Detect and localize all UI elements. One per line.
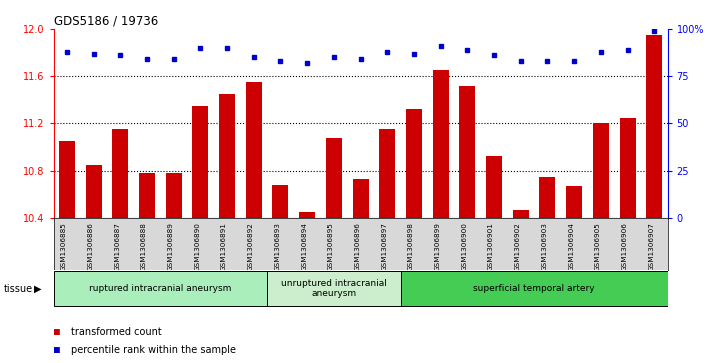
Bar xyxy=(513,209,529,218)
Bar xyxy=(379,129,396,218)
Text: GSM1306893: GSM1306893 xyxy=(274,222,281,271)
Text: superficial temporal artery: superficial temporal artery xyxy=(473,284,595,293)
Text: ruptured intracranial aneurysm: ruptured intracranial aneurysm xyxy=(89,284,231,293)
Bar xyxy=(459,86,476,218)
Bar xyxy=(112,129,129,218)
Text: GSM1306900: GSM1306900 xyxy=(461,222,468,271)
Bar xyxy=(59,141,75,218)
Bar xyxy=(406,109,422,218)
Text: GSM1306889: GSM1306889 xyxy=(168,222,174,271)
Text: GSM1306905: GSM1306905 xyxy=(595,222,601,271)
Bar xyxy=(540,176,555,218)
Bar xyxy=(299,212,315,218)
Bar xyxy=(246,82,262,218)
Bar xyxy=(166,173,181,218)
Text: GSM1306888: GSM1306888 xyxy=(141,222,147,271)
Text: tissue: tissue xyxy=(4,284,33,294)
Text: GSM1306907: GSM1306907 xyxy=(648,222,654,271)
Text: ■: ■ xyxy=(54,327,59,337)
Text: GSM1306906: GSM1306906 xyxy=(622,222,628,271)
Text: ▶: ▶ xyxy=(34,284,42,294)
Text: unruptured intracranial
aneurysm: unruptured intracranial aneurysm xyxy=(281,279,387,298)
Bar xyxy=(646,35,663,218)
Text: GSM1306886: GSM1306886 xyxy=(88,222,94,271)
Bar xyxy=(326,138,342,218)
Bar xyxy=(401,271,668,306)
Text: GSM1306898: GSM1306898 xyxy=(408,222,414,271)
Text: percentile rank within the sample: percentile rank within the sample xyxy=(71,345,236,355)
Text: GSM1306887: GSM1306887 xyxy=(114,222,120,271)
Bar xyxy=(433,70,448,218)
Bar xyxy=(219,94,235,218)
Bar xyxy=(566,186,582,218)
Text: GSM1306895: GSM1306895 xyxy=(328,222,334,271)
Text: GSM1306899: GSM1306899 xyxy=(435,222,441,271)
Text: GSM1306896: GSM1306896 xyxy=(355,222,361,271)
Text: GSM1306901: GSM1306901 xyxy=(488,222,494,271)
Text: GSM1306892: GSM1306892 xyxy=(248,222,253,271)
Text: GSM1306894: GSM1306894 xyxy=(301,222,307,271)
Bar xyxy=(486,156,502,218)
Bar xyxy=(593,123,609,218)
Text: GSM1306902: GSM1306902 xyxy=(515,222,521,271)
Bar xyxy=(267,271,401,306)
Text: transformed count: transformed count xyxy=(71,327,162,337)
Bar xyxy=(86,165,101,218)
Text: GSM1306903: GSM1306903 xyxy=(541,222,548,271)
Bar xyxy=(620,118,635,218)
Text: GDS5186 / 19736: GDS5186 / 19736 xyxy=(54,15,158,28)
Text: GSM1306904: GSM1306904 xyxy=(568,222,574,271)
Text: GSM1306890: GSM1306890 xyxy=(194,222,201,271)
Bar xyxy=(139,173,155,218)
Text: GSM1306897: GSM1306897 xyxy=(381,222,387,271)
Text: ■: ■ xyxy=(54,345,59,355)
Bar xyxy=(273,185,288,218)
Bar xyxy=(192,106,208,218)
Text: GSM1306885: GSM1306885 xyxy=(61,222,67,271)
Bar xyxy=(54,271,267,306)
Bar xyxy=(353,179,368,218)
Text: GSM1306891: GSM1306891 xyxy=(221,222,227,271)
